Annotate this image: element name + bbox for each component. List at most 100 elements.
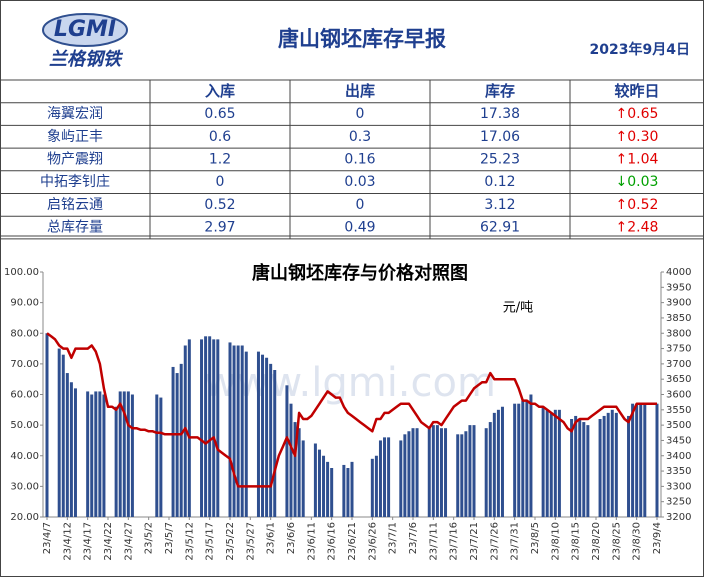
- bar: [431, 425, 435, 517]
- x-tick-label: 23/6/26: [367, 522, 378, 561]
- x-tick-label: 23/5/2: [144, 522, 155, 554]
- bar: [289, 403, 293, 517]
- bar: [297, 428, 301, 517]
- y-tick-label: 50.00: [10, 420, 39, 431]
- bar: [464, 431, 468, 517]
- x-tick-label: 23/5/22: [225, 522, 236, 561]
- bar: [228, 342, 232, 517]
- bar: [456, 434, 460, 517]
- bar: [374, 455, 378, 517]
- x-tick-label: 23/4/7: [42, 522, 53, 554]
- y2-tick-label: 3200: [666, 512, 691, 523]
- bar: [602, 415, 606, 517]
- bar: [61, 354, 65, 517]
- bar: [102, 394, 106, 517]
- bar: [159, 397, 163, 517]
- cell: ↑0.52: [616, 197, 659, 213]
- y2-tick-label: 3600: [666, 390, 691, 401]
- bar: [179, 363, 183, 517]
- bar: [415, 428, 419, 517]
- x-tick-label: 23/8/5: [530, 522, 541, 554]
- page-title: 唐山钢坯库存早报: [278, 27, 446, 51]
- bar: [212, 339, 216, 517]
- bar: [407, 431, 411, 517]
- x-tick-label: 23/9/4: [652, 522, 663, 554]
- bar: [639, 403, 643, 517]
- y-tick-label: 30.00: [10, 481, 39, 492]
- cell: 0: [216, 174, 225, 190]
- bar: [293, 422, 297, 517]
- column-header: 入库: [205, 82, 235, 100]
- y-tick-label: 100.00: [4, 267, 39, 278]
- bar: [256, 351, 260, 517]
- bar: [232, 345, 236, 517]
- x-tick-label: 23/4/27: [123, 522, 134, 561]
- bar: [236, 345, 240, 517]
- x-tick-label: 23/6/11: [306, 522, 317, 561]
- bar: [175, 373, 179, 517]
- bar: [468, 425, 472, 517]
- watermark: www.lgmi.com: [204, 360, 496, 406]
- bar: [411, 428, 415, 517]
- bar: [45, 333, 49, 517]
- bar: [126, 391, 130, 517]
- logo-text: LGMI: [54, 17, 116, 42]
- bar: [208, 336, 212, 517]
- chart-title: 唐山钢坯库存与价格对照图: [252, 262, 468, 284]
- bar: [513, 403, 517, 517]
- bar: [265, 357, 269, 517]
- cell: 17.06: [480, 129, 520, 145]
- bar: [322, 455, 326, 517]
- y2-tick-label: 3450: [666, 435, 691, 446]
- y-tick-label: 90.00: [10, 298, 39, 309]
- x-tick-label: 23/7/26: [489, 522, 500, 561]
- cell: 0: [356, 106, 365, 122]
- cell: ↓0.03: [616, 174, 659, 190]
- bar: [578, 419, 582, 517]
- row-name: 象屿正丰: [47, 129, 103, 145]
- y-tick-label: 70.00: [10, 359, 39, 370]
- y2-tick-label: 3800: [666, 328, 691, 339]
- bar: [342, 464, 346, 517]
- x-tick-label: 23/7/16: [449, 522, 460, 561]
- x-tick-label: 23/6/21: [347, 522, 358, 561]
- bar: [606, 412, 610, 517]
- unit-label: 元/吨: [503, 301, 533, 316]
- y-tick-label: 20.00: [10, 512, 39, 523]
- bar: [545, 409, 549, 517]
- bar: [403, 434, 407, 517]
- bar: [460, 434, 464, 517]
- bar: [171, 366, 175, 517]
- bar: [472, 425, 476, 517]
- row-name: 海翼宏润: [47, 106, 103, 122]
- bar: [350, 461, 354, 517]
- cell: 0.3: [349, 129, 371, 145]
- y2-tick-label: 3300: [666, 481, 691, 492]
- y2-tick-label: 3900: [666, 298, 691, 309]
- x-tick-label: 23/5/12: [184, 522, 195, 561]
- bar: [427, 428, 431, 517]
- bar: [240, 345, 244, 517]
- y2-tick-label: 3650: [666, 374, 691, 385]
- bar: [378, 440, 382, 517]
- bar: [631, 403, 635, 517]
- bar: [574, 415, 578, 517]
- bar: [118, 391, 122, 517]
- row-name: 中拓李钊庄: [40, 173, 110, 190]
- bar: [399, 440, 403, 517]
- x-tick-label: 23/7/11: [428, 522, 439, 561]
- bar: [484, 428, 488, 517]
- bar: [570, 419, 574, 517]
- y2-tick-label: 4000: [666, 267, 691, 278]
- bar: [582, 422, 586, 517]
- cell: 0.6: [209, 129, 231, 145]
- bar: [261, 354, 265, 517]
- cell: 0.65: [204, 106, 235, 122]
- bar: [549, 412, 553, 517]
- report-date: 2023年9月4日: [590, 41, 690, 58]
- bar: [69, 382, 73, 517]
- cell: 0.52: [204, 197, 235, 213]
- bar: [57, 348, 61, 517]
- cell: 0: [356, 197, 365, 213]
